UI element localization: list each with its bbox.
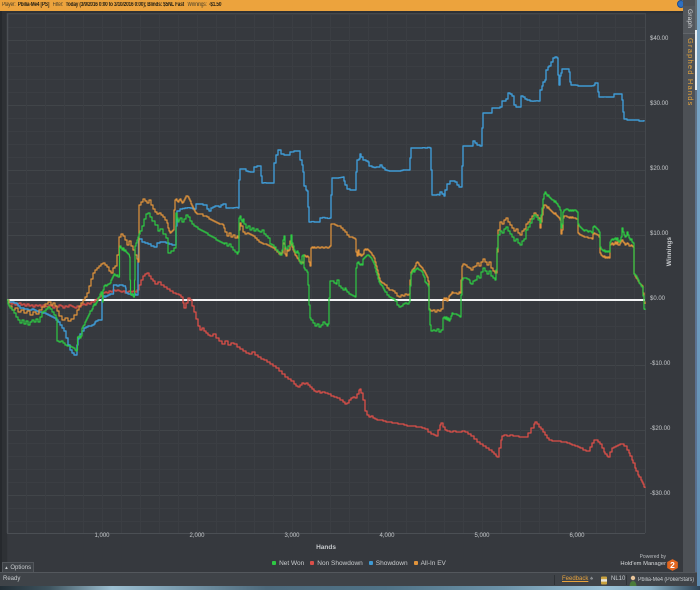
svg-text:2: 2 bbox=[670, 560, 675, 570]
